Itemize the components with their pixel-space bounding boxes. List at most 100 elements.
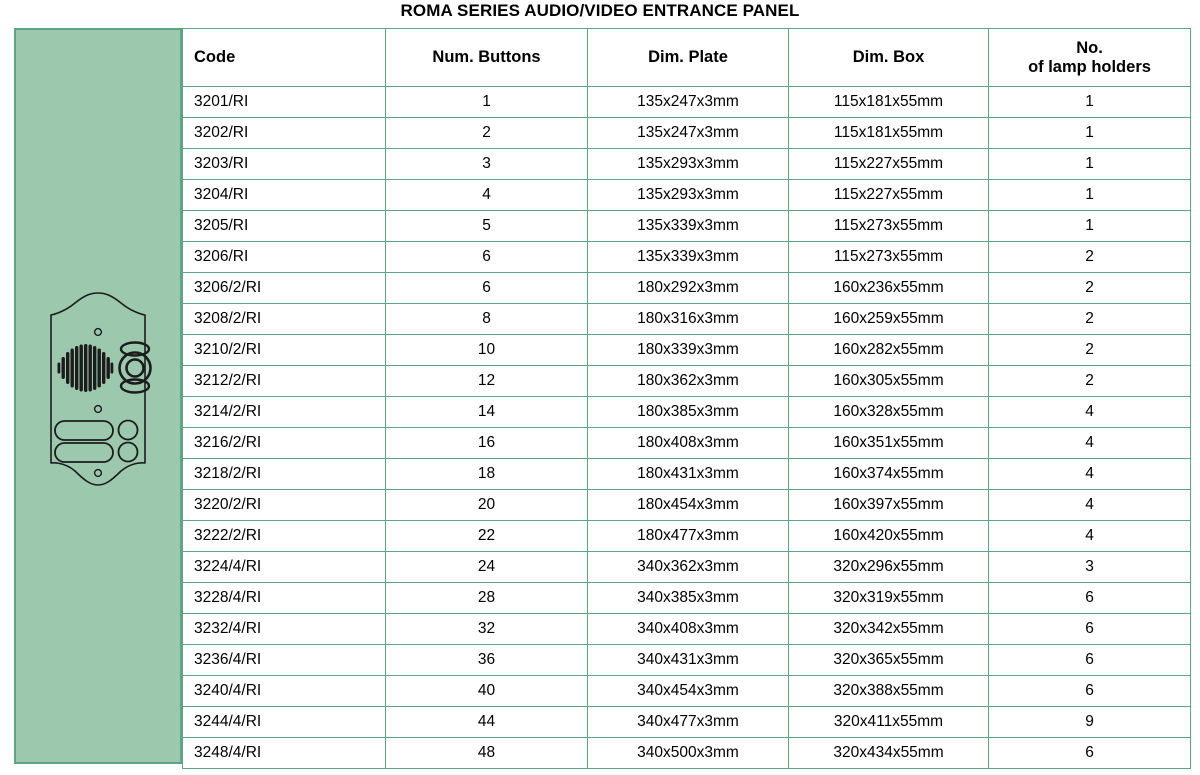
cell-dim-plate: 135x247x3mm bbox=[587, 86, 789, 118]
cell-lamp-holders: 6 bbox=[988, 675, 1191, 707]
cell-dim-plate: 180x431x3mm bbox=[587, 458, 789, 490]
cell-dim-box: 160x397x55mm bbox=[788, 489, 989, 521]
cell-dim-plate: 135x293x3mm bbox=[587, 148, 789, 180]
table-row: 3208/2/RI 8 180x316x3mm 160x259x55mm 2 bbox=[182, 303, 1191, 335]
cell-dim-plate: 180x316x3mm bbox=[587, 303, 789, 335]
table-row: 3224/4/RI 24 340x362x3mm 320x296x55mm 3 bbox=[182, 551, 1191, 583]
cell-dim-box: 320x365x55mm bbox=[788, 644, 989, 676]
table-row: 3220/2/RI 20 180x454x3mm 160x397x55mm 4 bbox=[182, 489, 1191, 521]
table-row: 3201/RI 1 135x247x3mm 115x181x55mm 1 bbox=[182, 86, 1191, 118]
call-button-upper bbox=[117, 419, 139, 441]
cell-num-buttons: 3 bbox=[385, 148, 588, 180]
nameplate-upper bbox=[54, 420, 114, 441]
cell-lamp-holders: 4 bbox=[988, 396, 1191, 428]
cell-dim-plate: 340x500x3mm bbox=[587, 737, 789, 769]
cell-num-buttons: 2 bbox=[385, 117, 588, 149]
cell-num-buttons: 18 bbox=[385, 458, 588, 490]
call-button-lower bbox=[117, 441, 139, 463]
cell-dim-plate: 180x339x3mm bbox=[587, 334, 789, 366]
lamp-holders-line-2: of lamp holders bbox=[1028, 57, 1151, 76]
cell-lamp-holders: 4 bbox=[988, 520, 1191, 552]
table-row: 3240/4/RI 40 340x454x3mm 320x388x55mm 6 bbox=[182, 675, 1191, 707]
table-row: 3232/4/RI 32 340x408x3mm 320x342x55mm 6 bbox=[182, 613, 1191, 645]
cell-dim-box: 160x351x55mm bbox=[788, 427, 989, 459]
cell-dim-plate: 135x339x3mm bbox=[587, 210, 789, 242]
cell-dim-box: 320x342x55mm bbox=[788, 613, 989, 645]
decorative-plate-outline bbox=[50, 292, 146, 486]
screw-hole-bottom bbox=[93, 468, 103, 478]
camera-lens bbox=[118, 341, 152, 394]
cell-dim-plate: 135x247x3mm bbox=[587, 117, 789, 149]
table-row: 3248/4/RI 48 340x500x3mm 320x434x55mm 6 bbox=[182, 737, 1191, 769]
cell-code: 3218/2/RI bbox=[182, 458, 386, 490]
cell-lamp-holders: 2 bbox=[988, 365, 1191, 397]
cell-lamp-holders: 1 bbox=[988, 86, 1191, 118]
header-row: Code Num. Buttons Dim. Plate Dim. Box No… bbox=[182, 28, 1191, 87]
table-row: 3244/4/RI 44 340x477x3mm 320x411x55mm 9 bbox=[182, 706, 1191, 738]
lamp-holders-line-1: No. bbox=[1076, 38, 1103, 57]
table-row: 3218/2/RI 18 180x431x3mm 160x374x55mm 4 bbox=[182, 458, 1191, 490]
cell-code: 3206/RI bbox=[182, 241, 386, 273]
cell-lamp-holders: 2 bbox=[988, 334, 1191, 366]
cell-dim-plate: 135x339x3mm bbox=[587, 241, 789, 273]
cell-dim-plate: 340x477x3mm bbox=[587, 706, 789, 738]
cell-lamp-holders: 6 bbox=[988, 737, 1191, 769]
cell-dim-box: 115x227x55mm bbox=[788, 179, 989, 211]
cell-code: 3202/RI bbox=[182, 117, 386, 149]
cell-code: 3248/4/RI bbox=[182, 737, 386, 769]
cell-code: 3240/4/RI bbox=[182, 675, 386, 707]
cell-lamp-holders: 6 bbox=[988, 582, 1191, 614]
cell-code: 3204/RI bbox=[182, 179, 386, 211]
cell-num-buttons: 40 bbox=[385, 675, 588, 707]
cell-dim-box: 160x328x55mm bbox=[788, 396, 989, 428]
cell-lamp-holders: 6 bbox=[988, 644, 1191, 676]
cell-code: 3236/4/RI bbox=[182, 644, 386, 676]
cell-num-buttons: 28 bbox=[385, 582, 588, 614]
cell-lamp-holders: 1 bbox=[988, 179, 1191, 211]
table-row: 3202/RI 2 135x247x3mm 115x181x55mm 1 bbox=[182, 117, 1191, 149]
cell-lamp-holders: 1 bbox=[988, 210, 1191, 242]
cell-num-buttons: 22 bbox=[385, 520, 588, 552]
cell-code: 3224/4/RI bbox=[182, 551, 386, 583]
cell-dim-box: 320x296x55mm bbox=[788, 551, 989, 583]
column-header-lamp-holders: No. of lamp holders bbox=[988, 28, 1191, 87]
cell-num-buttons: 4 bbox=[385, 179, 588, 211]
cell-dim-box: 160x282x55mm bbox=[788, 334, 989, 366]
cell-num-buttons: 1 bbox=[385, 86, 588, 118]
cell-code: 3244/4/RI bbox=[182, 706, 386, 738]
cell-code: 3212/2/RI bbox=[182, 365, 386, 397]
speaker-grille bbox=[57, 344, 114, 392]
cell-num-buttons: 44 bbox=[385, 706, 588, 738]
cell-dim-box: 320x388x55mm bbox=[788, 675, 989, 707]
table-header: Code Num. Buttons Dim. Plate Dim. Box No… bbox=[182, 28, 1191, 87]
screw-hole-middle bbox=[93, 404, 103, 414]
cell-code: 3206/2/RI bbox=[182, 272, 386, 304]
cell-code: 3214/2/RI bbox=[182, 396, 386, 428]
cell-dim-plate: 340x385x3mm bbox=[587, 582, 789, 614]
cell-dim-plate: 180x362x3mm bbox=[587, 365, 789, 397]
cell-code: 3205/RI bbox=[182, 210, 386, 242]
cell-num-buttons: 14 bbox=[385, 396, 588, 428]
cell-dim-plate: 340x431x3mm bbox=[587, 644, 789, 676]
cell-dim-box: 320x319x55mm bbox=[788, 582, 989, 614]
cell-dim-box: 115x181x55mm bbox=[788, 117, 989, 149]
cell-num-buttons: 32 bbox=[385, 613, 588, 645]
cell-num-buttons: 16 bbox=[385, 427, 588, 459]
cell-lamp-holders: 2 bbox=[988, 272, 1191, 304]
cell-lamp-holders: 2 bbox=[988, 303, 1191, 335]
cell-num-buttons: 6 bbox=[385, 241, 588, 273]
cell-lamp-holders: 4 bbox=[988, 489, 1191, 521]
cell-lamp-holders: 1 bbox=[988, 148, 1191, 180]
cell-code: 3210/2/RI bbox=[182, 334, 386, 366]
table-row: 3203/RI 3 135x293x3mm 115x227x55mm 1 bbox=[182, 148, 1191, 180]
cell-lamp-holders: 1 bbox=[988, 117, 1191, 149]
cell-dim-plate: 180x477x3mm bbox=[587, 520, 789, 552]
cell-num-buttons: 20 bbox=[385, 489, 588, 521]
table-row: 3206/2/RI 6 180x292x3mm 160x236x55mm 2 bbox=[182, 272, 1191, 304]
spec-table: Code Num. Buttons Dim. Plate Dim. Box No… bbox=[182, 28, 1191, 769]
table-row: 3212/2/RI 12 180x362x3mm 160x305x55mm 2 bbox=[182, 365, 1191, 397]
cell-lamp-holders: 3 bbox=[988, 551, 1191, 583]
cell-code: 3220/2/RI bbox=[182, 489, 386, 521]
table-row: 3216/2/RI 16 180x408x3mm 160x351x55mm 4 bbox=[182, 427, 1191, 459]
cell-dim-box: 160x374x55mm bbox=[788, 458, 989, 490]
